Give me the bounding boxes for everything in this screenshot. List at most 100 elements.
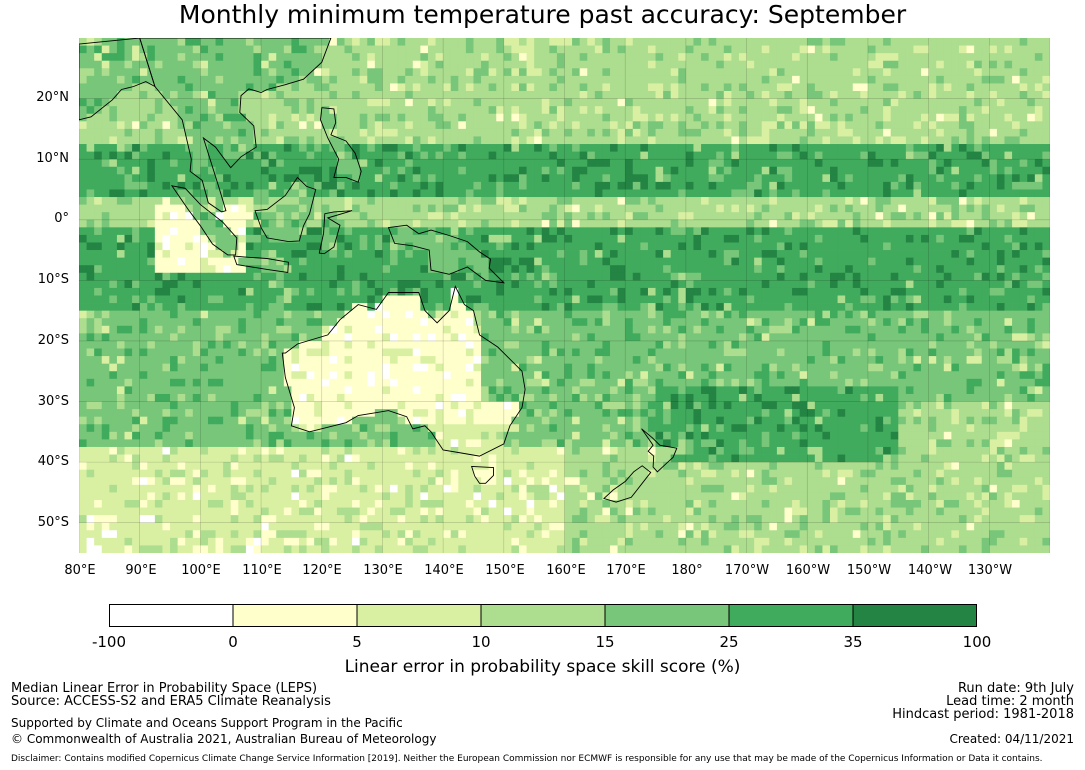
grid-cell <box>572 68 581 77</box>
grid-cell <box>336 272 345 281</box>
grid-cell <box>625 265 634 274</box>
grid-cell <box>443 98 452 107</box>
grid-cell <box>943 60 952 69</box>
grid-cell <box>192 287 201 296</box>
grid-cell <box>655 83 664 92</box>
grid-cell <box>473 98 482 107</box>
grid-cell <box>989 257 998 266</box>
grid-cell <box>215 128 224 137</box>
grid-cell <box>390 242 399 251</box>
grid-cell <box>238 45 247 54</box>
grid-cell <box>488 53 497 62</box>
grid-cell <box>170 68 179 77</box>
grid-cell <box>587 257 596 266</box>
grid-cell <box>837 45 846 54</box>
grid-cell <box>678 212 687 221</box>
grid-cell <box>1019 204 1028 213</box>
grid-cell <box>147 166 156 175</box>
grid-cell <box>526 174 535 183</box>
grid-cell <box>564 280 573 289</box>
grid-cell <box>116 219 125 228</box>
grid-cell <box>845 128 854 137</box>
grid-cell <box>769 181 778 190</box>
grid-cell <box>443 144 452 152</box>
grid-cell <box>693 60 702 69</box>
grid-cell <box>253 38 262 46</box>
skill-map[interactable] <box>79 38 1050 553</box>
grid-cell <box>503 181 512 190</box>
grid-cell <box>321 212 330 221</box>
grid-cell <box>215 287 224 296</box>
grid-cell <box>298 98 307 107</box>
grid-cell <box>655 38 664 46</box>
grid-cell <box>238 189 247 198</box>
grid-cell <box>139 174 148 183</box>
grid-cell <box>670 280 679 289</box>
grid-cell <box>617 234 626 243</box>
grid-cell <box>526 197 535 206</box>
grid-cell <box>867 98 876 107</box>
grid-cell <box>837 295 846 304</box>
grid-cell <box>215 174 224 183</box>
grid-cell <box>458 128 467 137</box>
grid-cell <box>913 303 922 312</box>
grid-cell <box>427 242 436 251</box>
grid-cell <box>534 166 543 175</box>
grid-cell <box>594 121 603 130</box>
grid-cell <box>837 106 846 115</box>
grid-cell <box>397 272 406 281</box>
grid-cell <box>670 166 679 175</box>
grid-cell <box>647 325 656 334</box>
grid-cell <box>124 318 133 327</box>
grid-cell <box>1012 166 1021 175</box>
grid-cell <box>139 280 148 289</box>
grid-cell <box>1042 280 1050 289</box>
grid-cell <box>496 159 505 168</box>
grid-cell <box>321 197 330 206</box>
grid-cell <box>867 128 876 137</box>
grid-cell <box>708 325 717 334</box>
grid-cell <box>814 280 823 289</box>
grid-cell <box>610 98 619 107</box>
grid-cell <box>397 121 406 130</box>
grid-cell <box>769 303 778 312</box>
grid-cell <box>716 227 725 236</box>
grid-cell <box>177 250 186 259</box>
grid-cell <box>996 174 1005 183</box>
grid-cell <box>943 212 952 221</box>
grid-cell <box>701 272 710 281</box>
grid-cell <box>101 197 110 206</box>
grid-cell <box>79 174 87 183</box>
grid-cell <box>792 325 801 334</box>
grid-cell <box>845 75 854 84</box>
grid-cell <box>245 159 254 168</box>
grid-cell <box>670 197 679 206</box>
grid-cell <box>830 136 838 145</box>
grid-cell <box>344 68 353 77</box>
grid-cell <box>761 151 770 160</box>
grid-cell <box>776 45 785 54</box>
grid-cell <box>450 98 459 107</box>
grid-cell <box>170 113 179 122</box>
grid-cell <box>481 257 490 266</box>
grid-cell <box>382 75 391 84</box>
grid-cell <box>814 242 823 251</box>
grid-cell <box>647 83 656 92</box>
grid-cell <box>526 295 535 304</box>
grid-cell <box>708 204 717 213</box>
grid-cell <box>185 144 194 152</box>
grid-cell <box>647 68 656 77</box>
grid-cell <box>898 189 907 198</box>
grid-cell <box>185 318 194 327</box>
grid-cell <box>921 272 930 281</box>
grid-cell <box>511 234 520 243</box>
grid-cell <box>374 159 383 168</box>
grid-cell <box>701 318 710 327</box>
grid-cell <box>746 68 755 77</box>
grid-cell <box>792 113 801 122</box>
grid-cell <box>837 60 846 69</box>
grid-cell <box>549 106 558 115</box>
grid-cell <box>738 151 747 160</box>
grid-cell <box>526 45 535 54</box>
grid-cell <box>147 325 156 334</box>
